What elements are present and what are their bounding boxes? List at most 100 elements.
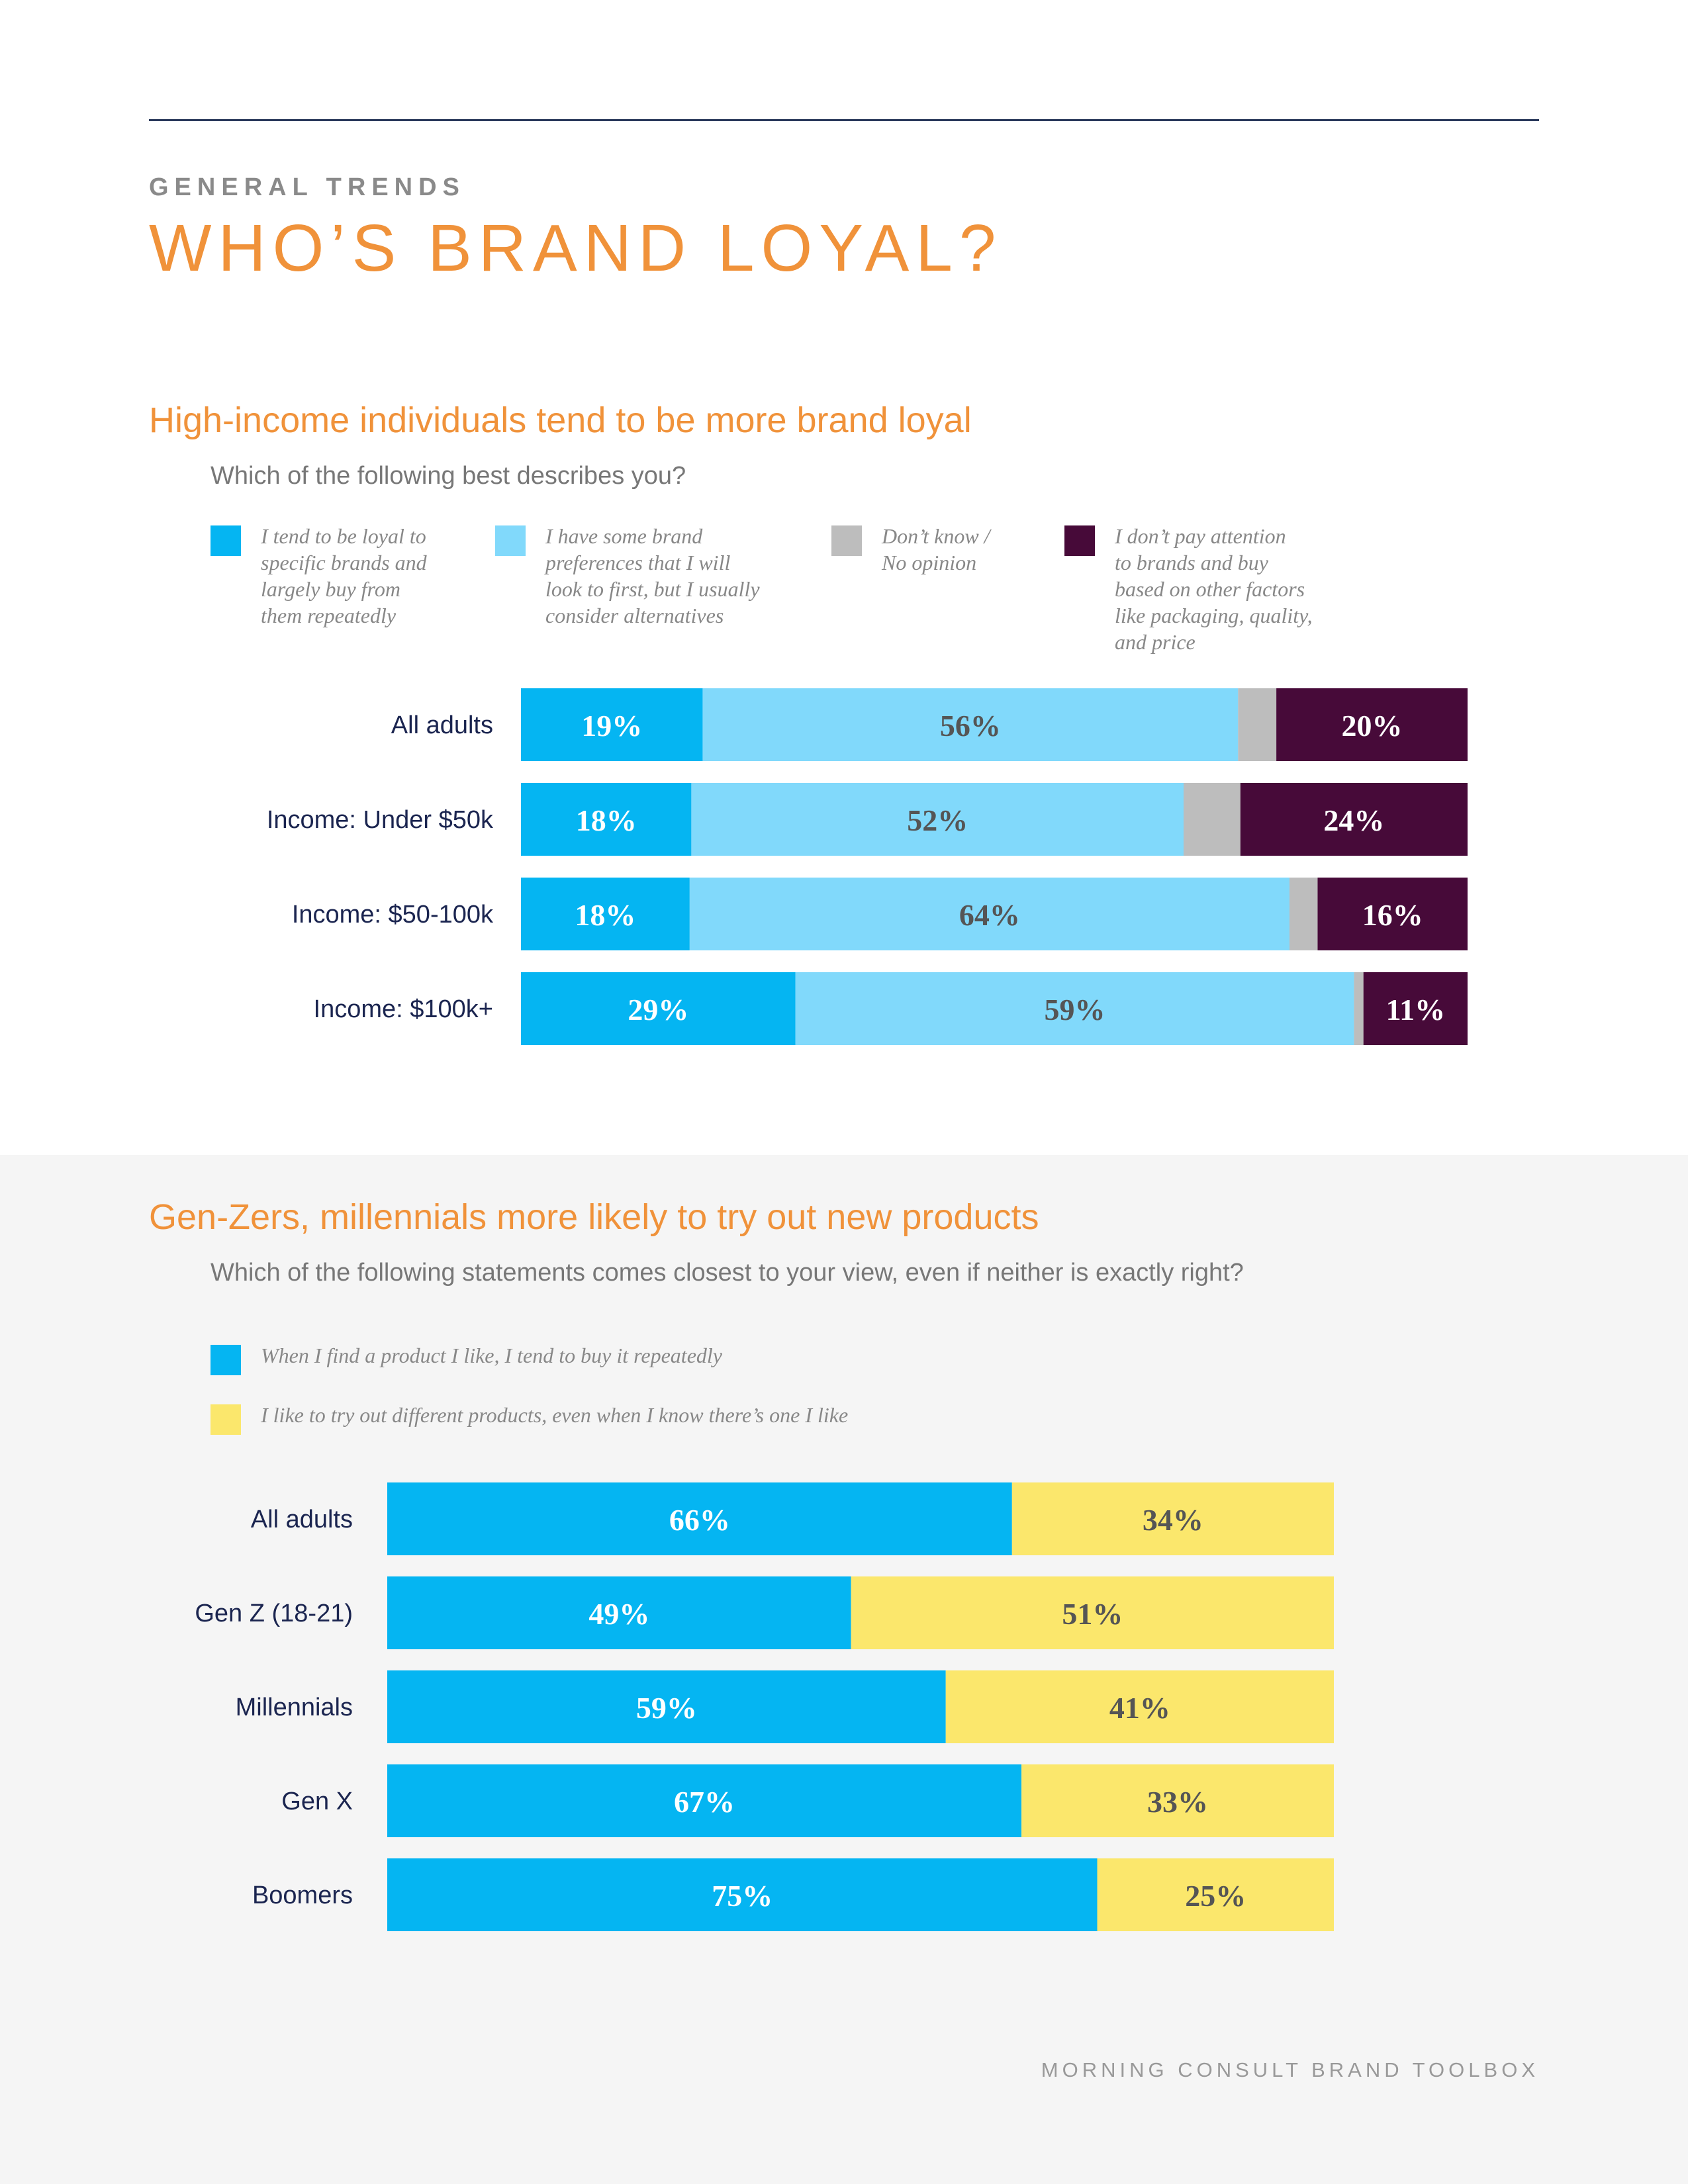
bar-segment-income-50-100k-s3 xyxy=(1317,878,1468,950)
bar-segment-income-100k-s1 xyxy=(795,972,1354,1045)
bar-segment-all-adults-s0 xyxy=(521,688,703,761)
bar-segment-boomers-s1 xyxy=(1097,1858,1334,1931)
category-label-income-under-50k: Income: Under $50k xyxy=(267,806,494,834)
legend-line: I don’t pay attention xyxy=(1115,524,1286,548)
bar-segment-gen-z-18-21-s1 xyxy=(851,1576,1334,1649)
category-label-all-adults: All adults xyxy=(251,1506,353,1533)
bar-segment-income-50-100k-s1 xyxy=(689,878,1289,950)
chart-2-legend-try-new: I like to try out different products, ev… xyxy=(211,1402,848,1435)
footer-brand: MORNING CONSULT BRAND TOOLBOX xyxy=(1041,2058,1539,2081)
data-label-income-under-50k-s3: 24% xyxy=(1323,803,1384,837)
data-label-gen-z-18-21-s0: 49% xyxy=(588,1597,649,1631)
data-label-gen-x-s0: 67% xyxy=(674,1785,735,1819)
bar-segment-income-100k-s2 xyxy=(1354,972,1364,1045)
data-label-income-under-50k-s0: 18% xyxy=(576,803,637,837)
category-label-boomers: Boomers xyxy=(252,1882,353,1909)
legend-label-repeat: When I find a product I like, I tend to … xyxy=(261,1343,722,1367)
category-label-income-100k: Income: $100k+ xyxy=(314,995,493,1023)
chart-1-legend-loyal: I tend to be loyal to specific brands an… xyxy=(211,523,427,629)
data-label-all-adults-s0: 19% xyxy=(581,709,642,743)
chart-1-question: Which of the following best describes yo… xyxy=(211,462,686,490)
legend-line: largely buy from xyxy=(261,577,400,601)
legend-line: like packaging, quality, xyxy=(1115,604,1313,627)
bar-segment-millennials-s0 xyxy=(387,1670,946,1743)
bar-segment-gen-x-s0 xyxy=(387,1764,1022,1837)
legend-line: I tend to be loyal to xyxy=(261,524,426,548)
category-label-all-adults: All adults xyxy=(391,711,493,739)
legend-label-some-preferences: I have some brand preferences that I wil… xyxy=(545,523,760,629)
data-label-income-100k-s0: 29% xyxy=(628,993,688,1026)
legend-label-no-attention: I don’t pay attention to brands and buy … xyxy=(1115,523,1313,655)
bar-segment-all-adults-s2 xyxy=(1238,688,1277,761)
legend-swatch-dont-know xyxy=(831,525,862,556)
legend-line: look to first, but I usually xyxy=(545,577,760,601)
data-label-income-50-100k-s0: 18% xyxy=(575,898,635,932)
bar-segment-income-100k-s3 xyxy=(1363,972,1468,1045)
bottom-panel-background xyxy=(0,1155,1688,2184)
bar-segment-millennials-s1 xyxy=(945,1670,1334,1743)
bar-segment-all-adults-s1 xyxy=(702,688,1239,761)
legend-line: No opinion xyxy=(882,551,977,574)
legend-swatch-repeat xyxy=(211,1345,241,1375)
chart-2-question: Which of the following statements comes … xyxy=(211,1259,1244,1287)
chart-2-legend-repeat: When I find a product I like, I tend to … xyxy=(211,1342,722,1375)
bar-segment-income-under-50k-s1 xyxy=(691,783,1184,856)
bar-segment-gen-x-s1 xyxy=(1021,1764,1334,1837)
bar-segment-income-under-50k-s2 xyxy=(1184,783,1241,856)
legend-swatch-try-new xyxy=(211,1404,241,1435)
legend-line: to brands and buy xyxy=(1115,551,1268,574)
bar-segment-income-under-50k-s3 xyxy=(1240,783,1468,856)
legend-line: preferences that I will xyxy=(545,551,731,574)
legend-line: and price xyxy=(1115,630,1196,654)
data-label-all-adults-s0: 66% xyxy=(669,1503,730,1537)
section-kicker: GENERAL TRENDS xyxy=(149,173,465,201)
legend-label-loyal: I tend to be loyal to specific brands an… xyxy=(261,523,427,629)
chart-1-legend-dont-know: Don’t know / No opinion xyxy=(831,523,990,576)
bar-segment-gen-z-18-21-s0 xyxy=(387,1576,851,1649)
data-label-all-adults-s1: 34% xyxy=(1143,1503,1203,1537)
category-label-gen-x: Gen X xyxy=(281,1788,353,1815)
legend-label-try-new: I like to try out different products, ev… xyxy=(261,1403,849,1427)
bar-segment-income-under-50k-s0 xyxy=(521,783,692,856)
legend-swatch-no-attention xyxy=(1064,525,1095,556)
data-label-boomers-s0: 75% xyxy=(712,1879,773,1913)
chart-1-legend-no-attention: I don’t pay attention to brands and buy … xyxy=(1064,523,1313,655)
data-label-income-100k-s3: 11% xyxy=(1386,993,1445,1026)
top-rule xyxy=(149,119,1539,121)
bar-segment-all-adults-s0 xyxy=(387,1482,1012,1555)
page-title: WHO’S BRAND LOYAL? xyxy=(149,211,1003,285)
bar-segment-income-50-100k-s2 xyxy=(1289,878,1318,950)
category-label-gen-z-18-21: Gen Z (18-21) xyxy=(195,1600,353,1627)
data-label-gen-x-s1: 33% xyxy=(1147,1785,1208,1819)
data-label-boomers-s1: 25% xyxy=(1185,1879,1246,1913)
legend-line: specific brands and xyxy=(261,551,427,574)
legend-swatch-some-preferences xyxy=(495,525,526,556)
bar-segment-all-adults-s1 xyxy=(1011,1482,1334,1555)
data-label-gen-z-18-21-s1: 51% xyxy=(1062,1597,1123,1631)
legend-label-dont-know: Don’t know / No opinion xyxy=(882,523,990,576)
category-label-income-50-100k: Income: $50-100k xyxy=(292,901,494,929)
bar-segment-income-100k-s0 xyxy=(521,972,796,1045)
legend-line: I have some brand xyxy=(545,524,703,548)
data-label-all-adults-s3: 20% xyxy=(1342,709,1403,743)
brand-loyalty-by-income-chart: All adults 19% 56% 20% Income: Under $50k 18%… xyxy=(267,688,1468,1045)
data-label-millennials-s0: 59% xyxy=(636,1691,697,1725)
category-label-millennials: Millennials xyxy=(236,1694,353,1721)
data-label-income-under-50k-s1: 52% xyxy=(907,803,968,837)
data-label-income-50-100k-s1: 64% xyxy=(959,898,1020,932)
bar-segment-all-adults-s3 xyxy=(1276,688,1468,761)
data-label-millennials-s1: 41% xyxy=(1109,1691,1170,1725)
legend-line: them repeatedly xyxy=(261,604,397,627)
bar-segment-boomers-s0 xyxy=(387,1858,1098,1931)
legend-line: based on other factors xyxy=(1115,577,1305,601)
data-label-income-50-100k-s3: 16% xyxy=(1362,898,1423,932)
legend-line: Don’t know / xyxy=(882,524,990,548)
bar-segment-income-50-100k-s0 xyxy=(521,878,690,950)
data-label-all-adults-s1: 56% xyxy=(940,709,1001,743)
repeat-vs-try-new-by-generation-chart: All adults 66% 34% Gen Z (18-21) 49% 51% Mille… xyxy=(195,1482,1334,1931)
data-label-income-100k-s1: 59% xyxy=(1045,993,1105,1026)
legend-line: consider alternatives xyxy=(545,604,724,627)
chart-1-title: High-income individuals tend to be more … xyxy=(149,400,972,440)
chart-1-legend-some-preferences: I have some brand preferences that I wil… xyxy=(495,523,760,629)
chart-2-title: Gen-Zers, millennials more likely to try… xyxy=(149,1197,1039,1237)
